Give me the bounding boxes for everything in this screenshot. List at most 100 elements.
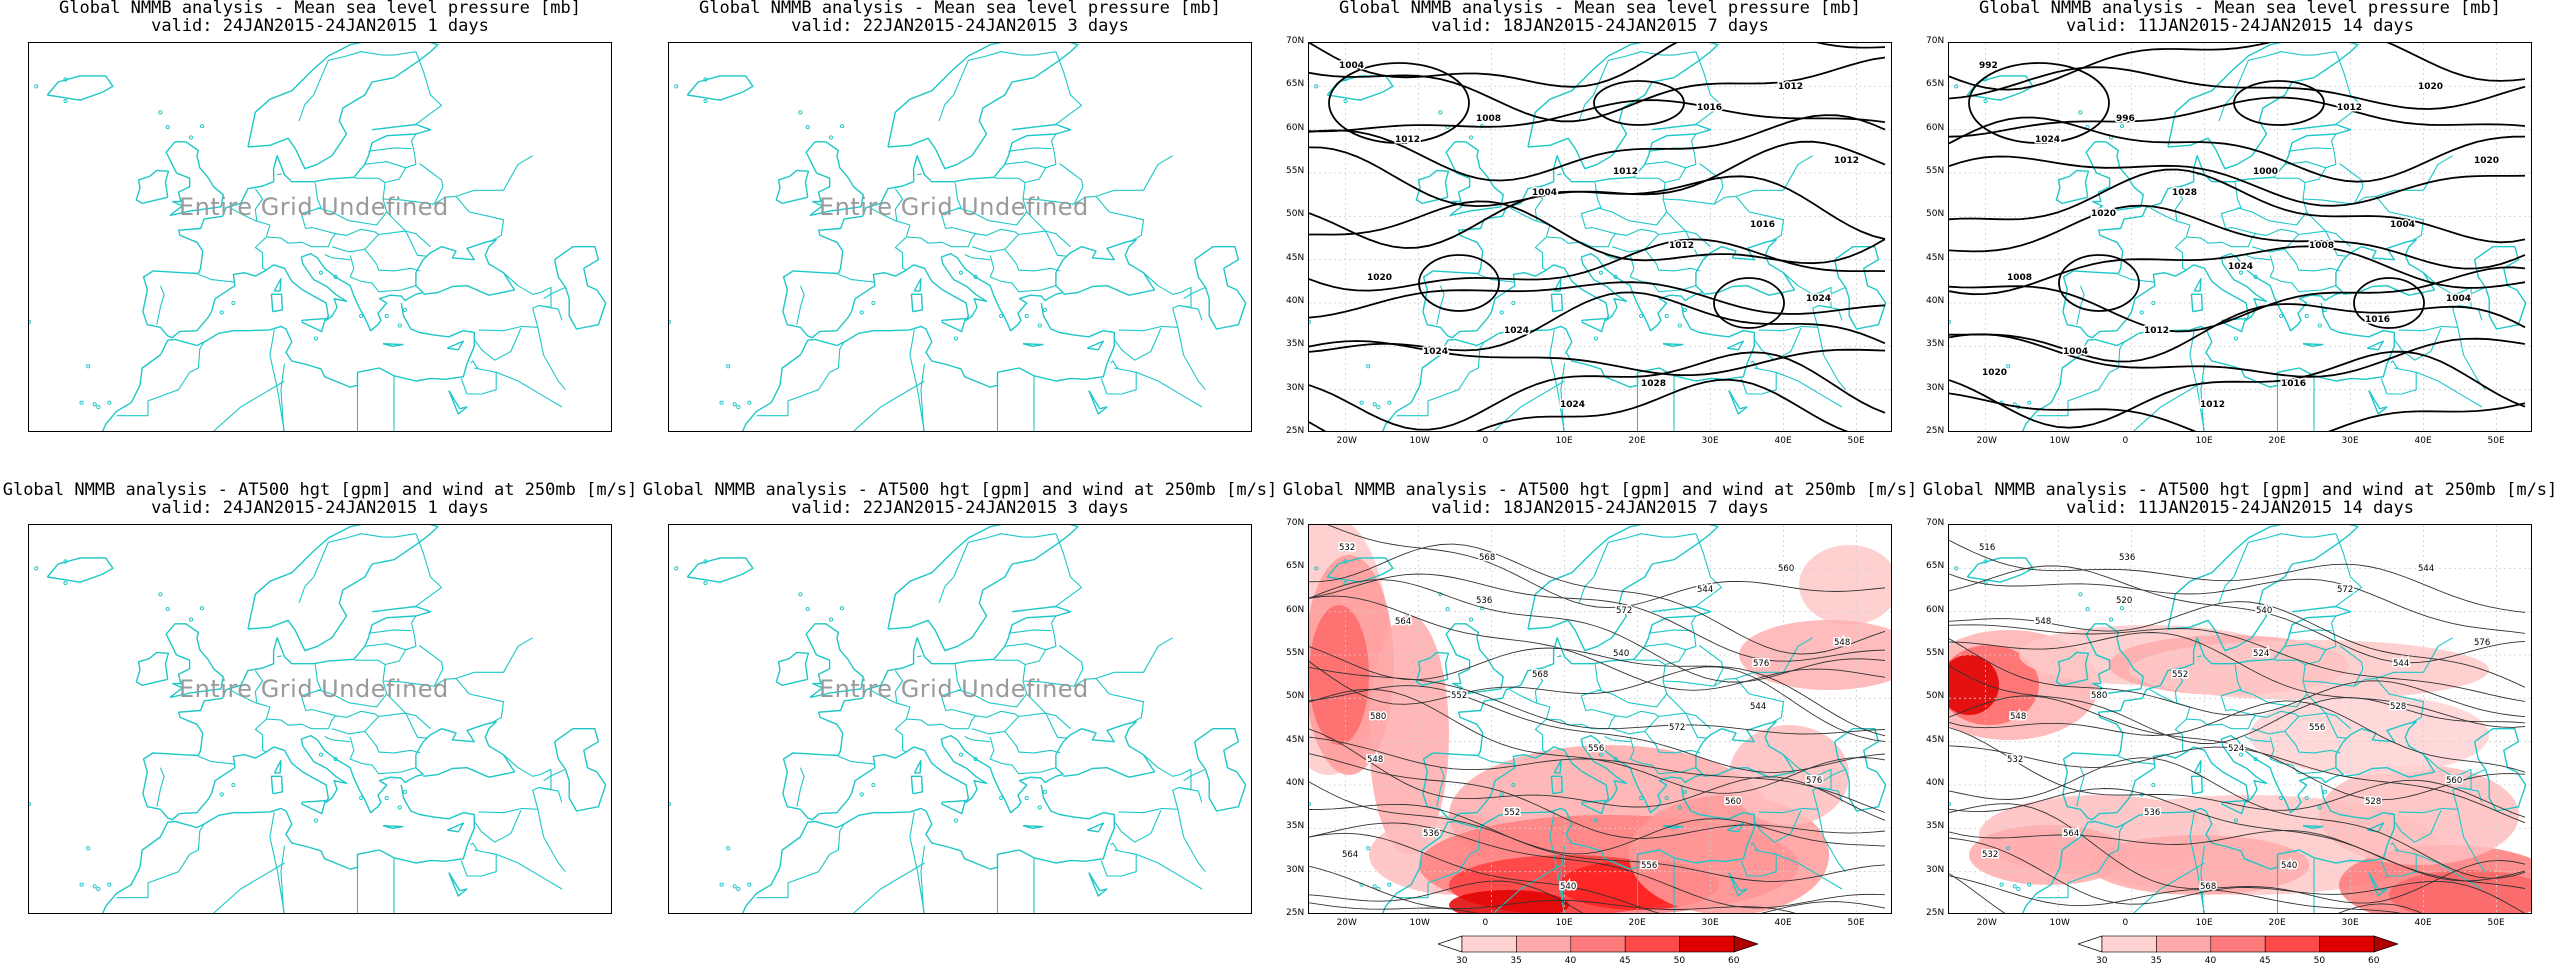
contour-label: 536 xyxy=(1423,829,1439,839)
coastline-segment xyxy=(1100,860,1108,877)
coastline-layer xyxy=(1949,43,2527,431)
lat-tick-label: 60N xyxy=(1286,122,1305,133)
colorbar-segment xyxy=(1516,935,1572,953)
contour-line xyxy=(1309,200,1886,265)
panel-mslp-1day: Global NMMB analysis - Mean sea level pr… xyxy=(0,0,640,470)
coastline-segment xyxy=(917,655,922,658)
lat-tick-label: 25N xyxy=(1926,426,1945,436)
coastline-segment xyxy=(537,809,566,873)
coastline-segment xyxy=(1396,341,1485,417)
lon-tick-label: 10E xyxy=(1555,918,1573,928)
coastline-segment xyxy=(2132,380,2205,431)
coastline-segment xyxy=(782,123,1156,339)
contour-label: 1012 xyxy=(1834,156,1859,166)
contour-line xyxy=(1309,728,1886,821)
island-mark xyxy=(1598,752,1604,757)
coastline-segment xyxy=(448,390,468,415)
colorbar-label: 60 xyxy=(1728,956,1740,966)
wind-speed-blob xyxy=(1449,890,1569,913)
coastline-segment xyxy=(503,637,533,673)
contour-line xyxy=(1949,788,2526,882)
coastline-segment xyxy=(852,862,925,913)
lon-tick-label: 20E xyxy=(2268,918,2286,928)
coastline-segment xyxy=(1492,380,1565,431)
coastline-segment xyxy=(2186,182,2257,248)
coastline-layer xyxy=(1949,525,2527,913)
coastline-segment xyxy=(989,737,1057,775)
contour-label: 1012 xyxy=(2144,326,2169,336)
coastline-segment xyxy=(386,211,431,248)
coastline-segment xyxy=(102,302,475,431)
island-mark xyxy=(1042,789,1048,795)
coastline-segment xyxy=(385,615,417,666)
lon-tick-label: 0 xyxy=(2122,918,2129,928)
panel-mslp-7day: Global NMMB analysis - Mean sea level pr… xyxy=(1280,0,1920,470)
coastline-segment xyxy=(1629,737,1697,775)
pressure-system-contour xyxy=(2353,277,2425,329)
coastline-segment xyxy=(473,327,522,361)
coastline-segment xyxy=(1626,51,1696,57)
contour-label: 1020 xyxy=(1367,273,1392,283)
colorbar-label: 30 xyxy=(1456,956,1468,966)
contour-label: 1008 xyxy=(2007,273,2032,283)
coastline-segment xyxy=(301,317,327,333)
island-mark xyxy=(839,124,845,129)
wind-speed-blob xyxy=(1799,545,1891,625)
coastline-segment xyxy=(116,823,205,899)
lon-tick-label: 20W xyxy=(1336,436,1357,446)
coastline-layer xyxy=(29,525,607,913)
contour-line xyxy=(1949,43,2526,91)
coastline-segment xyxy=(805,623,864,699)
lat-tick-label: 70N xyxy=(1286,518,1305,528)
colorbar-segment xyxy=(1461,935,1517,953)
island-mark xyxy=(1677,323,1682,328)
coastline-segment xyxy=(1509,207,1551,271)
coastline-segment xyxy=(2193,759,2202,774)
island-mark xyxy=(732,884,737,889)
coastline-segment xyxy=(2036,341,2125,417)
contour-label: 536 xyxy=(2119,553,2135,563)
coastline-segment xyxy=(331,710,380,735)
coastline-segment xyxy=(1026,211,1071,248)
lat-tick-label: 30N xyxy=(1926,864,1945,875)
coastline-segment xyxy=(2339,645,2364,687)
coastline-segment xyxy=(2062,123,2436,339)
coastline-segment xyxy=(796,767,805,807)
lat-tick-label: 40N xyxy=(1926,778,1945,788)
coastline-segment xyxy=(470,360,479,370)
contour-label: 536 xyxy=(1476,596,1492,606)
coastline-segment xyxy=(503,155,533,191)
contour-label: 572 xyxy=(2337,585,2353,595)
coastline-segment xyxy=(2375,671,2424,679)
contour-label: 1012 xyxy=(1613,167,1638,177)
contour-line xyxy=(1949,96,2526,138)
contour-line xyxy=(1949,727,2526,818)
contour-label: 560 xyxy=(1725,797,1741,807)
island-mark xyxy=(719,882,724,887)
contour-label: 572 xyxy=(1669,723,1685,733)
coastline-segment xyxy=(1557,655,1562,658)
island-mark xyxy=(96,404,101,410)
coastline-segment xyxy=(2218,55,2267,122)
coastline-segment xyxy=(1022,677,1145,724)
coastline-segment xyxy=(478,272,552,332)
coastline-segment xyxy=(156,285,165,325)
island-mark xyxy=(1499,792,1504,797)
coastline-segment xyxy=(2076,285,2085,325)
island-mark xyxy=(703,98,708,104)
coastline-segment xyxy=(1026,693,1071,730)
island-mark xyxy=(333,756,338,762)
coastline-segment xyxy=(2197,655,2202,658)
coastline-segment xyxy=(1143,637,1173,673)
lon-tick-label: 30E xyxy=(1701,918,1719,928)
coastline-segment xyxy=(1183,768,1206,782)
coastline-segment xyxy=(971,710,1020,735)
coastline-segment xyxy=(1553,277,1562,292)
coastline-segment xyxy=(2306,211,2351,248)
contour-label: 556 xyxy=(2309,723,2325,733)
lat-tick-label: 35N xyxy=(1286,821,1305,832)
contour-label: 568 xyxy=(1532,670,1548,680)
colorbar-label: 35 xyxy=(1510,956,1522,966)
map-frame: Entire Grid Undefined xyxy=(28,524,612,914)
contour-label: 1020 xyxy=(1982,368,2007,378)
